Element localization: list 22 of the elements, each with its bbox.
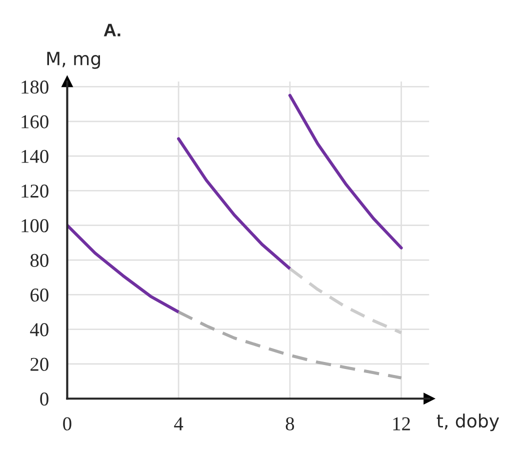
y-tick-label: 20: [30, 358, 48, 371]
line-series: [288, 267, 403, 334]
y-tick-label: 180: [22, 80, 48, 94]
y-tick-label: 40: [30, 323, 48, 336]
x-tick-label: 8: [286, 417, 294, 430]
y-axis-title: M, mg: [47, 52, 100, 69]
line-series: [288, 94, 403, 250]
x-tick-label: 0: [63, 417, 72, 430]
x-axis-title: t, doby: [436, 414, 500, 432]
line-series: [177, 310, 403, 380]
y-tick-label: 100: [22, 219, 48, 232]
x-tick-label: 4: [174, 417, 184, 430]
line-series: [177, 137, 292, 270]
chart-title: A.: [104, 24, 120, 36]
y-tick-label: 0: [40, 392, 48, 406]
line-series: [67, 224, 180, 314]
y-tick-label: 60: [30, 288, 48, 302]
y-tick-label: 120: [22, 184, 48, 198]
x-tick-label: 12: [393, 417, 410, 430]
y-tick-label: 140: [22, 150, 48, 163]
y-tick-label: 160: [22, 115, 48, 128]
y-tick-label: 80: [30, 254, 48, 267]
